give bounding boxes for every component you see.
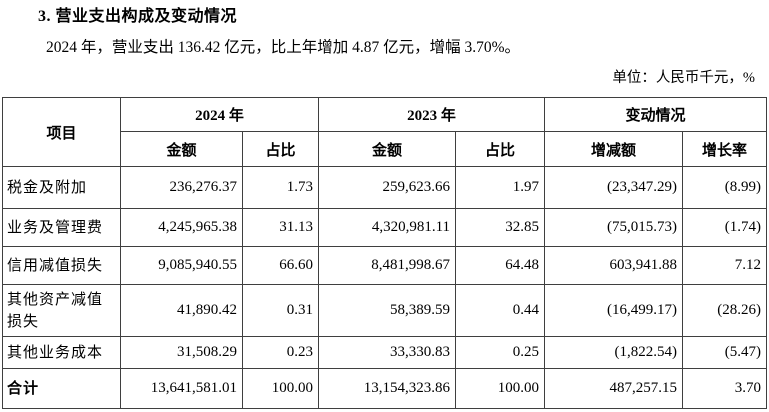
cell-amount_2024: 4,245,965.38 [120, 208, 243, 247]
cell-ratio_2024: 0.31 [241, 284, 320, 337]
cell-ratio_2023: 64.48 [455, 246, 546, 285]
cell-amount_2023: 4,320,981.11 [318, 208, 457, 247]
cell-ratio_2024: 1.73 [241, 166, 320, 209]
col-header-ratio-2024: 占比 [241, 131, 320, 167]
cell-amount_2023: 58,389.59 [318, 284, 457, 337]
cell-amount_2023: 259,623.66 [318, 166, 457, 209]
table-row: 业务及管理费 4,245,965.38 31.13 4,320,981.11 32.85… [2, 208, 768, 247]
unit-note: 单位：人民币千元，% [612, 70, 755, 86]
col-header-growth-rate: 增长率 [682, 131, 768, 167]
cell-ratio_2023: 0.25 [455, 336, 546, 369]
cell-amount_2023: 13,154,323.86 [318, 368, 457, 409]
cell-amount_2024: 9,085,940.55 [120, 246, 243, 285]
table-row: 税金及附加 236,276.37 1.73 259,623.66 1.97 (23,347… [2, 166, 768, 209]
cell-ratio_2024: 31.13 [241, 208, 320, 247]
header-row-columns: 金额 占比 金额 占比 增减额 增长率 [3, 131, 768, 167]
document-page: 3. 营业支出构成及变动情况 2024 年，营业支出 136.42 亿元，比上年… [0, 6, 769, 412]
cell-amount_2023: 8,481,998.67 [318, 246, 457, 285]
table-row: 信用减值损失 9,085,940.55 66.60 8,481,998.67 64.48… [2, 246, 768, 285]
col-group-2023: 2023 年 [318, 97, 546, 132]
table-body: 税金及附加 236,276.37 1.73 259,623.66 1.97 (23,347… [2, 166, 768, 409]
col-header-ratio-2023: 占比 [455, 131, 546, 167]
table-row: 其他资产减值损失 41,890.42 0.31 58,389.59 0.44 (16,49… [2, 284, 768, 337]
cell-ratio_2023: 0.44 [455, 284, 546, 337]
row-item-label: 其他业务成本 [2, 336, 121, 369]
cell-ratio_2023: 100.00 [455, 368, 546, 409]
row-item-label: 合计 [2, 368, 121, 409]
cell-growth_rate: 7.12 [682, 246, 768, 285]
col-group-2024: 2024 年 [119, 97, 320, 132]
cell-amount_2024: 31,508.29 [120, 336, 243, 369]
col-header-amount-2024: 金额 [120, 131, 243, 167]
header-row-groups: 项目 2024 年 2023 年 变动情况 [2, 97, 768, 167]
cell-growth_rate: (5.47) [682, 336, 768, 369]
section-title: 3. 营业支出构成及变动情况 [38, 8, 238, 25]
summary-paragraph: 2024 年，营业支出 136.42 亿元，比上年增加 4.87 亿元，增幅 3… [46, 39, 521, 56]
cell-amount_2023: 33,330.83 [318, 336, 457, 369]
col-header-change-amount: 增减额 [544, 131, 684, 167]
col-group-change: 变动情况 [544, 97, 768, 132]
cell-change_amount: (75,015.73) [544, 208, 684, 247]
expense-table: 项目 2024 年 2023 年 变动情况 金额 占比 金额 占比 增减额 增长… [2, 97, 768, 409]
row-item-label: 税金及附加 [2, 166, 121, 209]
col-header-item: 项目 [2, 97, 121, 167]
row-item-label: 业务及管理费 [2, 208, 121, 247]
cell-amount_2024: 13,641,581.01 [120, 368, 243, 409]
cell-ratio_2024: 100.00 [241, 368, 320, 409]
cell-ratio_2023: 32.85 [455, 208, 546, 247]
cell-ratio_2023: 1.97 [455, 166, 546, 209]
cell-growth_rate: (28.26) [682, 284, 768, 337]
cell-amount_2024: 41,890.42 [120, 284, 243, 337]
cell-amount_2024: 236,276.37 [120, 166, 243, 209]
cell-growth_rate: 3.70 [682, 368, 768, 409]
col-header-amount-2023: 金额 [318, 131, 457, 167]
cell-change_amount: (16,499.17) [544, 284, 684, 337]
cell-change_amount: 487,257.15 [544, 368, 684, 409]
cell-growth_rate: (1.74) [682, 208, 768, 247]
table-row: 其他业务成本 31,508.29 0.23 33,330.83 0.25 (1,822.5… [2, 336, 768, 369]
cell-change_amount: (1,822.54) [544, 336, 684, 369]
cell-ratio_2024: 66.60 [241, 246, 320, 285]
row-item-label: 其他资产减值损失 [2, 284, 121, 337]
cell-ratio_2024: 0.23 [241, 336, 320, 369]
cell-growth_rate: (8.99) [682, 166, 768, 209]
cell-change_amount: (23,347.29) [544, 166, 684, 209]
table-row: 合计 13,641,581.01 100.00 13,154,323.86 100.00… [2, 368, 768, 409]
row-item-label: 信用减值损失 [2, 246, 121, 285]
cell-change_amount: 603,941.88 [544, 246, 684, 285]
